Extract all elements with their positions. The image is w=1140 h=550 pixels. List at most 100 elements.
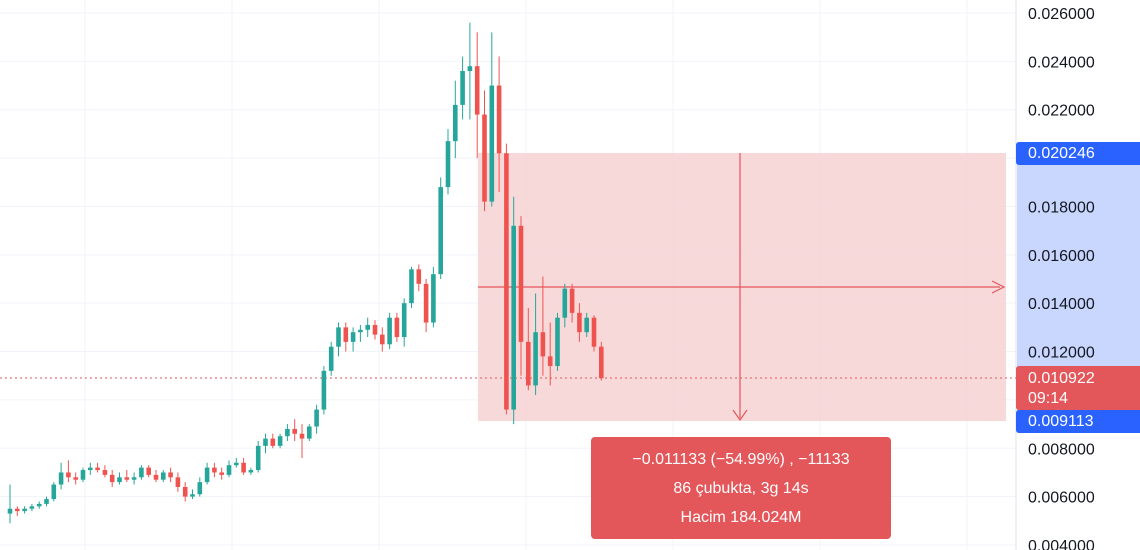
candle [358, 324, 363, 342]
candle-body [504, 153, 509, 410]
candle-body [526, 341, 531, 386]
candle-body [190, 494, 195, 497]
candle-body [474, 66, 480, 115]
candle [489, 32, 495, 207]
candle [51, 482, 57, 502]
candle [460, 56, 465, 120]
measure-info-box: −0.011133 (−54.99%) , −11133 86 çubukta,… [591, 437, 891, 539]
candle-body [314, 409, 319, 427]
candle [190, 489, 195, 500]
candle [234, 457, 239, 468]
candle-body [599, 346, 604, 379]
candle-body [248, 470, 254, 473]
candle [80, 467, 86, 483]
candle [124, 470, 130, 483]
y-tick-label: 0.006000 [1028, 490, 1095, 507]
candle-body [234, 462, 239, 466]
candle [423, 279, 429, 333]
candle-body [540, 332, 546, 357]
candle [533, 293, 538, 396]
candle [365, 317, 370, 338]
candle-body [51, 484, 57, 500]
candle-body [146, 467, 151, 475]
candle-body [533, 332, 538, 386]
candle [153, 470, 159, 483]
y-tick-label: 0.008000 [1028, 441, 1095, 458]
candle-body [73, 477, 78, 480]
measure-tool[interactable] [478, 153, 1006, 422]
candle-body [387, 317, 392, 345]
candle [161, 470, 166, 483]
candle-body [139, 467, 144, 478]
current-price-value: 0.010922 [1028, 370, 1095, 387]
candle-body [204, 467, 210, 483]
candle [380, 327, 385, 352]
candle-body [182, 486, 188, 497]
candle-body [496, 85, 502, 154]
candle-body [219, 472, 224, 475]
candle-body [263, 438, 268, 446]
candle-body [117, 477, 122, 483]
candle-body [102, 470, 108, 475]
candle-body [445, 141, 451, 188]
y-tick-label: 0.018000 [1028, 199, 1095, 216]
candle [409, 266, 414, 309]
measure-right-arrowhead [991, 280, 1006, 294]
y-tick-label: 0.016000 [1028, 248, 1095, 265]
y-tick-label: 0.004000 [1028, 538, 1095, 550]
candle-body [562, 288, 568, 318]
upper-price-value: 0.020246 [1028, 145, 1095, 162]
candle-body [292, 428, 297, 434]
candles-layer [7, 22, 604, 524]
candle [255, 441, 261, 473]
candle [467, 22, 473, 120]
candle-body [555, 317, 560, 367]
candle-body [482, 114, 487, 202]
candle-body [7, 508, 13, 514]
candle [248, 467, 254, 475]
candle [109, 470, 115, 487]
y-tick-label: 0.014000 [1028, 296, 1095, 313]
candle [438, 177, 443, 279]
candle-body [518, 225, 524, 342]
measure-volume-text: Hacim 184.024M [680, 509, 802, 526]
upper-price-tag: 0.020246 [1016, 142, 1140, 165]
candle [95, 462, 100, 473]
candle [599, 341, 604, 381]
candle-body [241, 462, 246, 473]
candle-body [175, 477, 181, 487]
candle-body [124, 477, 130, 480]
candle [431, 266, 436, 328]
candle [555, 312, 560, 371]
measure-change-text: −0.011133 (−54.99%) , −11133 [632, 451, 850, 468]
candle-body [44, 499, 49, 504]
candle [22, 506, 27, 514]
candle [482, 90, 487, 212]
candle [102, 465, 108, 478]
candle [577, 303, 582, 342]
candle [562, 283, 568, 328]
candle-body [131, 477, 137, 480]
candle [314, 404, 319, 434]
lower-price-value: 0.009113 [1028, 413, 1094, 430]
candle-body [431, 274, 436, 323]
measure-down-arrowhead [732, 409, 748, 422]
candle [591, 315, 597, 352]
candle-body [285, 428, 290, 437]
candle-body [307, 426, 312, 439]
candle [36, 501, 42, 509]
candle [453, 80, 458, 159]
candle [197, 477, 203, 497]
candle [292, 419, 297, 442]
candle-body [270, 438, 276, 446]
candle [175, 472, 181, 492]
candle-body [591, 317, 597, 347]
candle [445, 129, 451, 195]
candle-body [380, 334, 385, 345]
candle-body [409, 269, 414, 304]
candle [336, 322, 341, 357]
candle [526, 308, 531, 391]
candle [299, 424, 305, 458]
current-price-tag: 0.010922 09:14 [1016, 366, 1140, 410]
